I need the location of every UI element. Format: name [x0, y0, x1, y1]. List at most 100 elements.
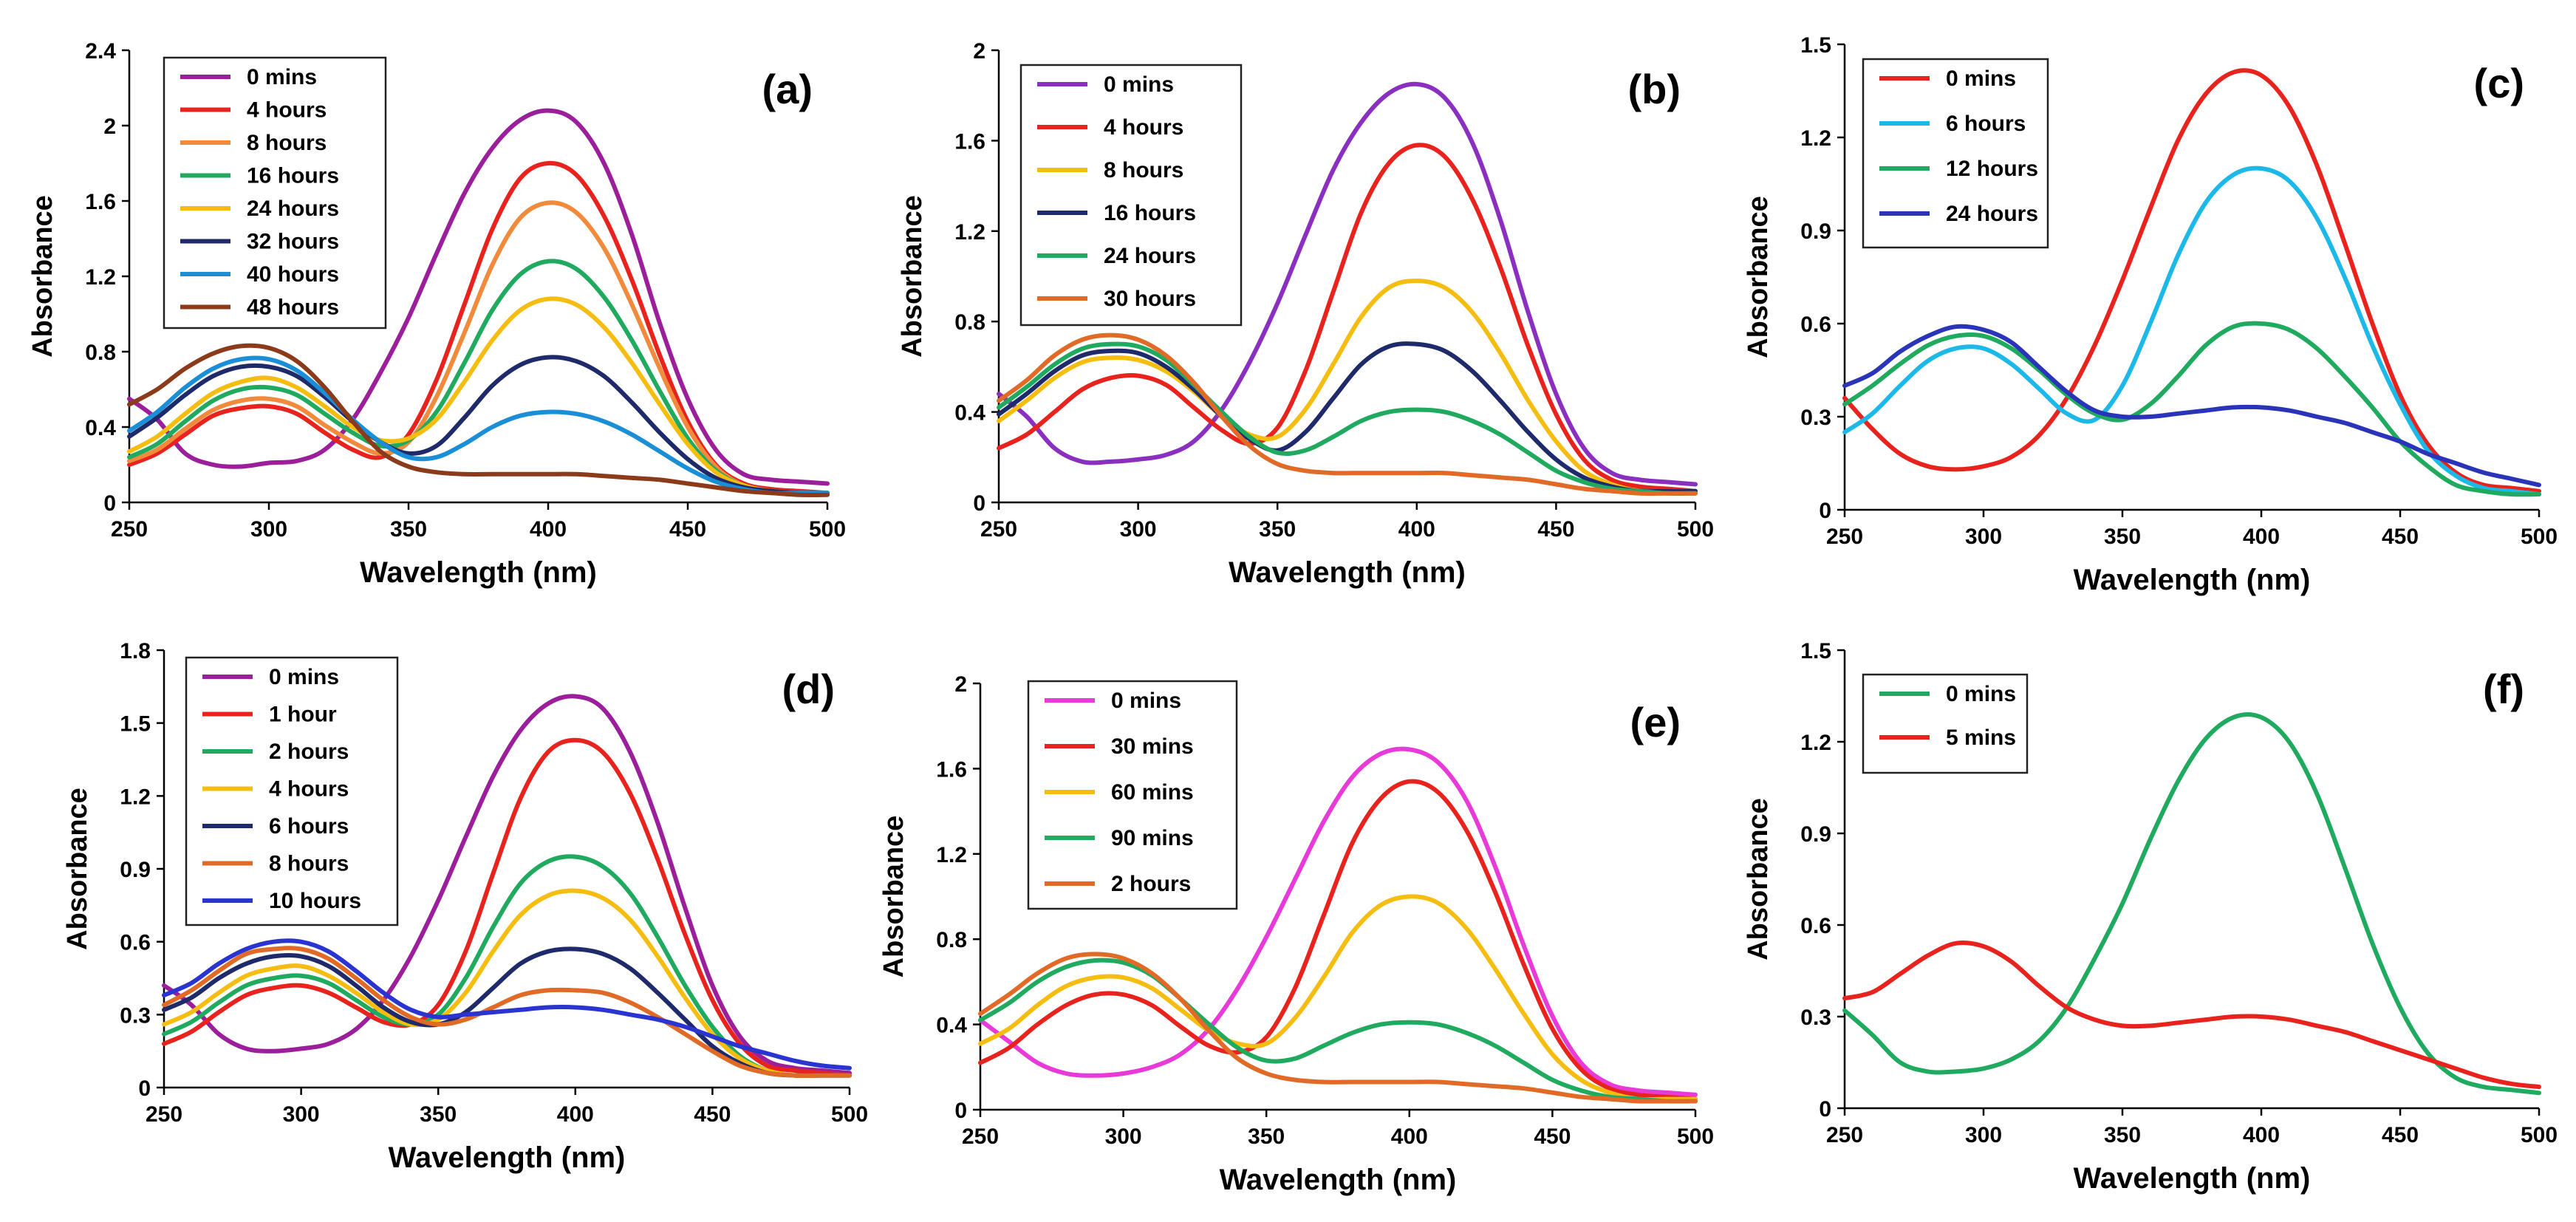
x-tick-label: 350: [2104, 1123, 2141, 1147]
legend-label: 8 hours: [1104, 158, 1183, 182]
series-line-0-mins: [162, 694, 852, 1076]
panel-b: 250 300 350 400 450 500 0 0.4 0.8 1.2 1.6 2 Waveleng…: [897, 39, 1714, 589]
legend-box: [1862, 673, 2029, 774]
y-tick-label: 0.6: [1800, 313, 1831, 337]
x-tick-label: 400: [2243, 525, 2280, 549]
y-tick-label: 0.6: [120, 931, 151, 955]
y-tick-label: 1.5: [1800, 639, 1831, 663]
series-line-0-mins: [978, 746, 1698, 1097]
series-line-8-hours: [997, 279, 1698, 494]
y-tick-label: 1.2: [1800, 126, 1831, 151]
y-tick-label: 0: [138, 1076, 151, 1101]
legend: 0 mins 5 mins: [1862, 673, 2029, 774]
y-tick-label: 1.6: [85, 190, 116, 214]
legend-label: 32 hours: [247, 230, 339, 254]
series-line-24-hours: [997, 341, 1698, 496]
legend: 0 mins 4 hours 8 hours 16 hours 24 hours 30 h…: [1019, 64, 1243, 327]
y-tick-label: 0: [1819, 1097, 1831, 1122]
series-line-30-mins: [978, 779, 1698, 1102]
panel-label: (e): [1630, 699, 1681, 745]
legend-label: 30 hours: [1104, 287, 1196, 311]
panel-f: 250 300 350 400 450 500 0 0.3 0.6 0.9 1.2 1.5 Wavele…: [1743, 639, 2558, 1195]
legend-box: [1027, 680, 1238, 910]
legend-label: 8 hours: [247, 131, 327, 155]
legend-label: 2 hours: [269, 740, 349, 764]
legend-label: 8 hours: [269, 852, 349, 876]
series-line-4-hours: [997, 143, 1698, 494]
panel-label: (c): [2474, 60, 2524, 106]
legend-label: 24 hours: [1946, 202, 2038, 226]
series-line-24-hours: [127, 296, 830, 496]
legend-box: [1019, 64, 1243, 327]
series-line-0-mins: [1842, 68, 2541, 494]
panel-a: 250 300 350 400 450 500 0 0.4 0.8 1.2 1.6 2 2.4 Wavel…: [27, 39, 846, 589]
x-tick-label: 500: [2521, 1123, 2558, 1147]
series-line-12-hours: [1842, 321, 2541, 497]
x-tick-label: 450: [1537, 517, 1574, 542]
legend-label: 0 mins: [1104, 72, 1174, 97]
y-tick-label: 0: [103, 491, 116, 516]
panel-e: 250 300 350 400 450 500 0 0.4 0.8 1.2 1.6 2 Waveleng…: [878, 672, 1714, 1196]
series-line-40-hours: [127, 355, 830, 496]
y-axis-title: Absorbance: [62, 788, 93, 950]
legend-label: 4 hours: [1104, 115, 1183, 140]
y-tick-label: 0.8: [954, 310, 985, 335]
x-tick-label: 300: [1120, 517, 1157, 542]
y-tick-label: 2.4: [85, 39, 116, 64]
legend-label: 12 hours: [1946, 157, 2038, 181]
legend-label: 48 hours: [247, 296, 339, 320]
x-tick-label: 450: [2382, 1123, 2419, 1147]
legend-label: 6 hours: [269, 814, 349, 839]
x-axis-title: Wavelength (nm): [1220, 1164, 1457, 1196]
series-line-32-hours: [127, 355, 830, 496]
x-tick-label: 500: [1677, 1124, 1714, 1149]
x-axis-title: Wavelength (nm): [2074, 564, 2311, 596]
x-tick-label: 450: [694, 1102, 731, 1127]
panel-c: 250 300 350 400 450 500 0 0.3 0.6 0.9 1.2 1.5 Wavele…: [1743, 33, 2558, 596]
legend: 0 mins 30 mins 60 mins 90 mins 2 hours: [1027, 680, 1238, 910]
legend-label: 0 mins: [247, 65, 317, 89]
legend-box: [1862, 58, 2049, 249]
legend-label: 5 mins: [1946, 726, 2016, 750]
y-axis-title: Absorbance: [1743, 798, 1774, 960]
legend-box: [163, 56, 387, 330]
legend-label: 90 mins: [1111, 826, 1194, 850]
legend: 0 mins 4 hours 8 hours 16 hours 24 hours 32 h…: [163, 56, 387, 330]
x-tick-label: 300: [1105, 1124, 1142, 1149]
x-tick-label: 250: [111, 517, 148, 542]
y-tick-label: 0: [1819, 499, 1831, 523]
y-tick-label: 0.4: [936, 1014, 967, 1038]
legend-label: 16 hours: [1104, 201, 1196, 225]
y-tick-label: 0.9: [120, 858, 151, 882]
panel-label: (b): [1627, 66, 1681, 112]
y-axis-title: Absorbance: [1743, 196, 1774, 358]
x-tick-label: 250: [1826, 1123, 1863, 1147]
y-tick-label: 0.6: [1800, 914, 1831, 938]
legend-label: 30 mins: [1111, 734, 1194, 759]
x-tick-label: 350: [420, 1102, 457, 1127]
y-tick-label: 1.2: [1800, 731, 1831, 755]
legend-label: 0 mins: [1946, 682, 2016, 706]
legend-label: 40 hours: [247, 262, 339, 287]
x-tick-label: 350: [1248, 1124, 1285, 1149]
legend-label: 16 hours: [247, 164, 339, 188]
x-tick-label: 500: [831, 1102, 868, 1127]
series-line-0-mins: [1842, 712, 2541, 1096]
y-tick-label: 1.6: [954, 129, 985, 154]
x-tick-label: 300: [250, 517, 287, 542]
legend-label: 4 hours: [247, 98, 327, 123]
x-tick-label: 400: [1391, 1124, 1428, 1149]
series-line-48-hours: [127, 343, 830, 497]
y-axis-title: Absorbance: [878, 816, 909, 978]
x-tick-label: 250: [1826, 525, 1863, 549]
legend-label: 6 hours: [1946, 112, 2026, 136]
y-tick-label: 0.4: [954, 401, 985, 426]
legend-label: 2 hours: [1111, 872, 1191, 896]
x-tick-label: 450: [2382, 525, 2419, 549]
x-axis-title: Wavelength (nm): [2074, 1162, 2311, 1195]
y-tick-label: 0: [973, 491, 985, 516]
series-line-60-mins: [978, 894, 1698, 1102]
series-line-5-mins: [1842, 940, 2541, 1090]
x-tick-label: 400: [530, 517, 567, 542]
